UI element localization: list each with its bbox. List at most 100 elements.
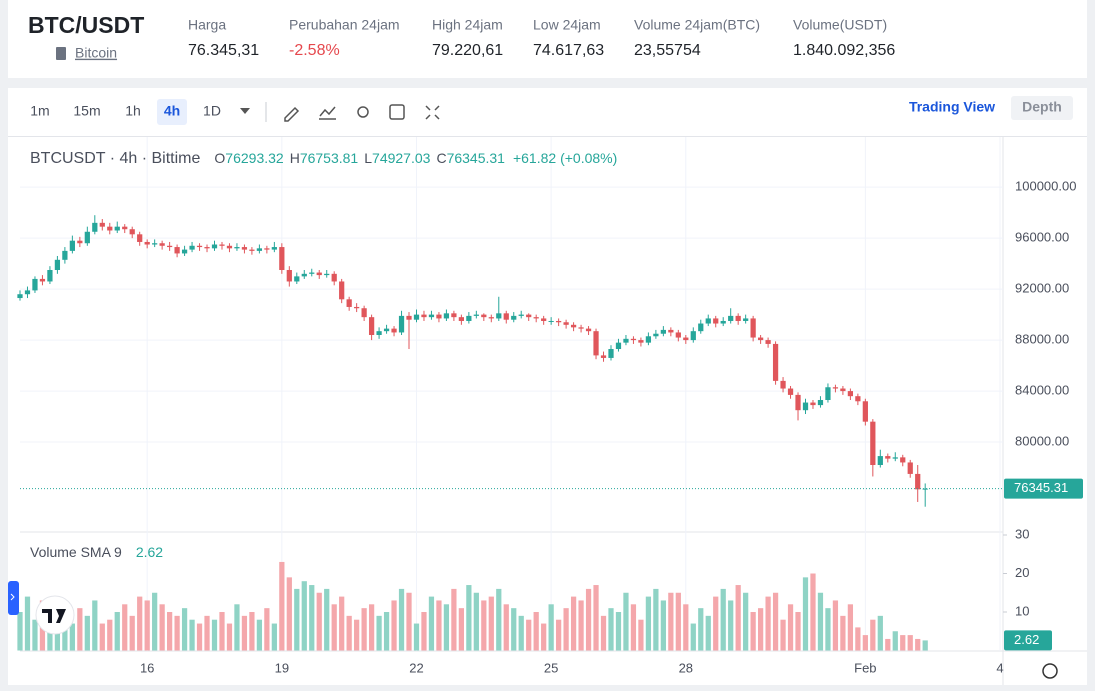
x-tick-label: Feb	[854, 660, 876, 675]
candle-body	[593, 331, 599, 356]
volume-bar	[638, 619, 644, 651]
candle-body	[885, 456, 891, 459]
candle-body	[391, 328, 397, 333]
volume-bar	[511, 608, 517, 651]
candle-body	[92, 222, 98, 232]
volume-bar	[354, 619, 360, 651]
volume-bar	[787, 604, 794, 651]
draw-icon[interactable]	[284, 106, 300, 122]
indicator-icon[interactable]	[319, 106, 336, 120]
volume-bar	[436, 600, 442, 651]
candle-body	[144, 241, 150, 245]
candle-body	[264, 248, 270, 250]
interval-button[interactable]: 4h	[164, 103, 180, 119]
candle-body	[443, 313, 450, 319]
x-tick-label: 4	[996, 660, 1003, 675]
candle-body	[608, 349, 614, 358]
volume-bar	[645, 596, 652, 651]
interval-button[interactable]: 1D	[203, 103, 221, 119]
candle-body	[526, 314, 532, 318]
volume-bar	[600, 615, 607, 651]
header-card	[8, 0, 1087, 78]
logo	[35, 595, 75, 635]
volume-bar	[129, 615, 135, 651]
candle-body	[406, 315, 412, 320]
candle-body	[533, 317, 539, 319]
volume-bar	[346, 615, 352, 651]
volume-bar	[488, 596, 494, 651]
asset-link[interactable]: Bitcoin	[75, 45, 117, 61]
stat-value: -2.58%	[289, 42, 340, 59]
volume-bar	[361, 608, 367, 651]
candle-body	[316, 272, 322, 276]
candle-body	[234, 247, 240, 249]
interval-button[interactable]: 1h	[125, 103, 141, 119]
candle-body	[750, 318, 756, 338]
volume-bar	[421, 612, 427, 651]
legend-key: L	[364, 150, 372, 166]
asset-icon	[56, 47, 66, 60]
volume-bar	[167, 612, 173, 651]
candle-body	[219, 244, 225, 246]
volume-bar	[690, 623, 696, 651]
dropdown-caret[interactable]	[240, 108, 250, 114]
last-volume-label: 2.62	[1014, 632, 1039, 647]
legend-key: H	[290, 150, 300, 166]
volume-bar	[391, 600, 397, 651]
logo-mark	[42, 609, 66, 623]
legend-key: C	[436, 150, 446, 166]
volume-bar	[428, 596, 435, 651]
candle-body	[39, 278, 46, 282]
candle-body	[585, 328, 592, 332]
candle-body	[578, 327, 584, 329]
volume-bar	[810, 573, 816, 651]
candle-body	[488, 317, 494, 319]
candle-body	[743, 318, 749, 321]
volume-bar	[802, 577, 809, 651]
x-tick-label: 19	[275, 660, 289, 675]
volume-bar	[271, 623, 277, 651]
volume-bar	[795, 612, 801, 651]
volume-bar	[451, 588, 457, 651]
candle-body	[421, 314, 427, 318]
settings-icon[interactable]	[357, 106, 369, 118]
x-tick-label: 25	[544, 660, 558, 675]
candle-body	[825, 387, 831, 400]
fullscreen-icon[interactable]	[425, 105, 440, 120]
candle-body	[481, 314, 487, 318]
volume-bar	[728, 600, 734, 651]
stat-value: 79.220,61	[432, 42, 503, 59]
candle-body	[376, 331, 382, 335]
interval-button[interactable]: 15m	[73, 103, 100, 119]
view-button[interactable]: Trading View	[909, 99, 995, 115]
candle-body	[690, 331, 696, 341]
candle-body	[122, 226, 128, 230]
volume-bar	[17, 612, 23, 651]
candle-body	[17, 294, 23, 299]
save-icon[interactable]	[389, 104, 405, 120]
volume-bar	[615, 612, 622, 651]
candle-body	[503, 313, 509, 320]
stat-value: 23,55754	[634, 42, 701, 59]
candle-body	[211, 244, 218, 249]
settings-button[interactable]	[1042, 663, 1058, 679]
volume-bar	[675, 592, 681, 651]
volume-bar	[458, 608, 464, 651]
volume-bar	[593, 585, 599, 651]
y-tick-label: 100000.00	[1015, 179, 1076, 194]
candle-body	[713, 318, 719, 324]
legend-change: +61.82 (+0.08%)	[513, 150, 617, 166]
chart-title: BTCUSDT · 4h · Bittime	[30, 150, 201, 167]
volume-bar	[159, 604, 165, 651]
candle-body	[62, 250, 68, 260]
volume-bar	[473, 592, 479, 651]
stat-label: Volume 24jam(BTC)	[634, 17, 760, 33]
candle-body	[698, 323, 704, 332]
interval-button[interactable]: 1m	[30, 103, 49, 119]
candle-body	[900, 457, 906, 463]
volume-bar	[241, 615, 248, 651]
view-button[interactable]: Depth	[1022, 99, 1062, 115]
candle-body	[870, 421, 876, 465]
candle-body	[69, 240, 75, 251]
candle-body	[99, 222, 105, 227]
